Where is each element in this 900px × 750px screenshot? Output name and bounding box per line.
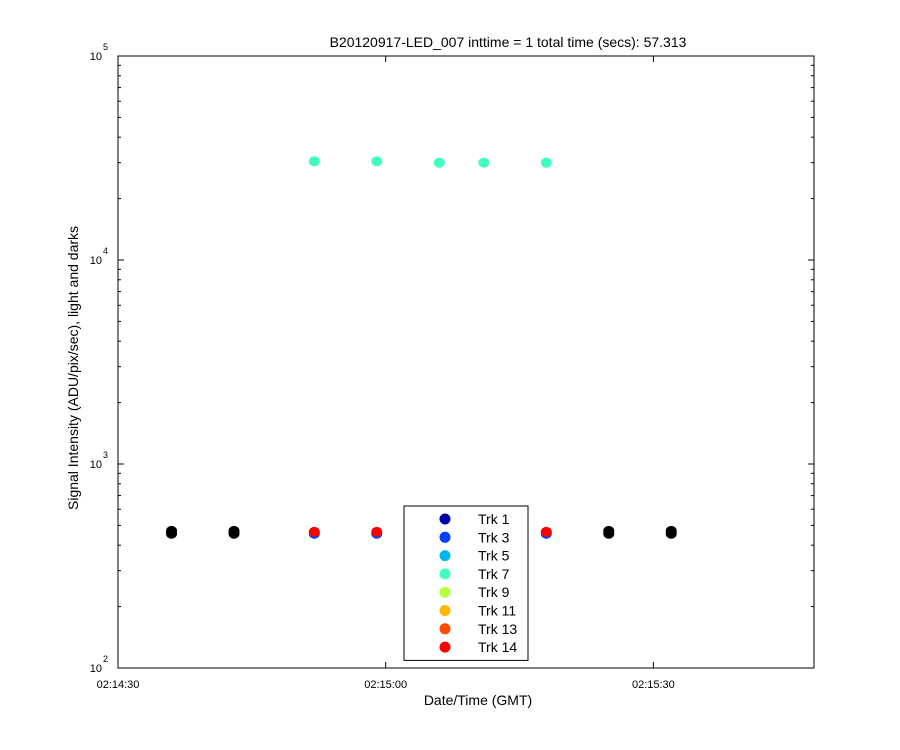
data-point xyxy=(308,526,320,537)
legend-marker xyxy=(439,641,451,653)
x-axis-label: Date/Time (GMT) xyxy=(424,692,532,708)
data-point xyxy=(308,156,320,167)
y-axis-label: Signal Intensity (ADU/pix/sec), light an… xyxy=(65,226,81,510)
y-tick-label-base: 10 xyxy=(90,663,102,675)
legend-label: Trk 1 xyxy=(478,511,510,527)
data-point xyxy=(665,525,677,536)
data-point xyxy=(371,526,383,537)
y-tick-label-exponent: 5 xyxy=(103,42,108,52)
legend-marker xyxy=(439,568,451,580)
legend-marker xyxy=(439,586,451,598)
legend-marker xyxy=(439,513,451,525)
legend-box xyxy=(403,505,529,661)
data-point xyxy=(371,156,383,167)
legend-label: Trk 11 xyxy=(478,603,516,619)
legend-marker xyxy=(439,605,451,616)
y-tick-label-exponent: 2 xyxy=(103,654,108,664)
legend-marker xyxy=(439,550,451,562)
x-tick-label: 02:14:30 xyxy=(97,679,140,691)
x-tick-label: 02:15:30 xyxy=(632,679,675,691)
legend-marker xyxy=(439,531,451,543)
data-point xyxy=(166,525,178,536)
y-tick-label-base: 10 xyxy=(90,255,102,267)
y-tick-label-base: 10 xyxy=(90,459,102,471)
legend-marker xyxy=(439,623,451,635)
legend-label: Trk 14 xyxy=(478,639,517,655)
data-point xyxy=(228,525,240,536)
legend-label: Trk 7 xyxy=(478,566,510,582)
data-point xyxy=(540,157,552,168)
y-tick-label-base: 10 xyxy=(90,51,102,63)
data-point xyxy=(540,526,552,537)
x-tick-label: 02:15:00 xyxy=(364,679,407,691)
data-point xyxy=(603,525,615,536)
data-point xyxy=(478,157,490,168)
legend: Trk 1 Trk 3 Trk 5 Trk 7 Trk 9 Trk 11 Trk 13 Trk… xyxy=(403,505,529,661)
y-tick-label-exponent: 4 xyxy=(103,246,108,256)
y-tick-label-exponent: 3 xyxy=(103,450,108,460)
chart-title: B20120917-LED_007 inttime = 1 total time… xyxy=(330,34,687,50)
legend-label: Trk 3 xyxy=(478,529,510,545)
legend-label: Trk 13 xyxy=(478,621,517,637)
legend-label: Trk 5 xyxy=(478,548,510,564)
data-point xyxy=(433,157,445,168)
data-points xyxy=(166,156,677,539)
legend-label: Trk 9 xyxy=(478,584,510,600)
